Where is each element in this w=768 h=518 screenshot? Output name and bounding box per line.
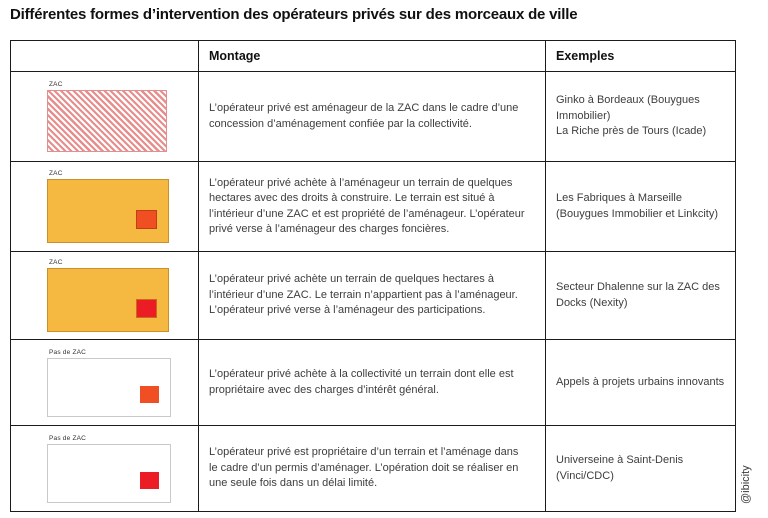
page-title: Différentes formes d’intervention des op… [10, 6, 578, 23]
interventions-table: Montage Exemples ZAC L’opérateur privé e… [10, 40, 736, 512]
table-row: Pas de ZAC L’opérateur privé achète à la… [10, 339, 736, 426]
exemples-text: Ginko à Bordeaux (Bouygues Immobilier) L… [545, 71, 736, 162]
table-row: ZAC L’opérateur privé achète un terrain … [10, 251, 736, 340]
zac-area-icon [47, 179, 169, 243]
diagram-cell-zac-participations: ZAC [10, 251, 199, 340]
zac-area-icon [47, 268, 169, 332]
diagram-cell-pas-de-zac-collectivite: Pas de ZAC [10, 339, 199, 426]
no-zac-diagram: Pas de ZAC [47, 348, 171, 417]
montage-text: L’opérateur privé achète à la collectivi… [198, 339, 546, 426]
table-row: Pas de ZAC L’opérateur privé est proprié… [10, 425, 736, 512]
header-diagram [10, 40, 199, 72]
parcel-red-icon [140, 471, 159, 489]
header-montage: Montage [198, 40, 546, 72]
exemples-text: Secteur Dhalenne sur la ZAC des Docks (N… [545, 251, 736, 340]
zac-orange-diagram: ZAC [47, 170, 169, 243]
zac-hatched-area-icon [47, 90, 167, 152]
montage-text: L’opérateur privé est propriétaire d’un … [198, 425, 546, 512]
watermark-credit: @ibicity [740, 465, 752, 504]
diagram-cell-pas-de-zac-permis: Pas de ZAC [10, 425, 199, 512]
header-exemples: Exemples [545, 40, 736, 72]
diagram-label: ZAC [49, 170, 63, 177]
exemples-text: Universeine à Saint-Denis (Vinci/CDC) [545, 425, 736, 512]
no-zac-diagram: Pas de ZAC [47, 434, 171, 503]
zac-hatched-diagram: ZAC [47, 81, 169, 152]
exemples-text: Appels à projets urbains innovants [545, 339, 736, 426]
montage-text: L’opérateur privé achète un terrain de q… [198, 251, 546, 340]
diagram-label: Pas de ZAC [49, 434, 87, 442]
diagram-label: ZAC [49, 259, 63, 266]
diagram-cell-zac-concession: ZAC [10, 71, 199, 162]
no-zac-area-icon [47, 357, 171, 417]
zac-orange-diagram: ZAC [47, 259, 169, 332]
parcel-orange-red-icon [140, 385, 159, 403]
header-row: Montage Exemples [10, 40, 736, 72]
table-row: ZAC L’opérateur privé achète à l’aménage… [10, 161, 736, 252]
parcel-orange-red-icon [136, 210, 157, 229]
exemples-text: Les Fabriques à Marseille (Bouygues Immo… [545, 161, 736, 252]
montage-text: L’opérateur privé achète à l’aménageur u… [198, 161, 546, 252]
diagram-cell-zac-charges-foncieres: ZAC [10, 161, 199, 252]
parcel-red-icon [136, 299, 157, 318]
no-zac-area-icon [47, 443, 171, 503]
diagram-label: ZAC [49, 81, 63, 88]
diagram-label: Pas de ZAC [49, 348, 87, 356]
montage-text: L’opérateur privé est aménageur de la ZA… [198, 71, 546, 162]
table-row: ZAC L’opérateur privé est aménageur de l… [10, 71, 736, 162]
